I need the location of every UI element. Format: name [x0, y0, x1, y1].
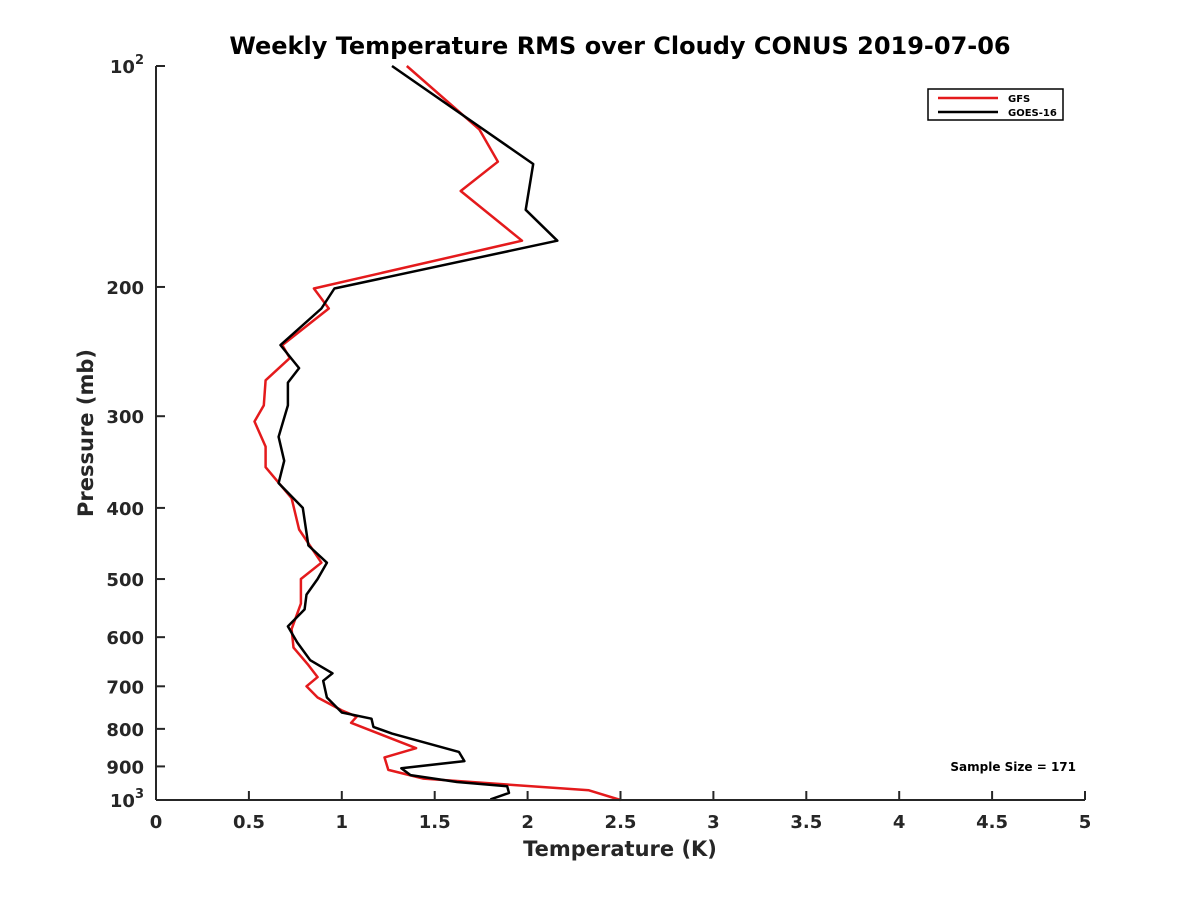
- legend: GFS GOES-16: [927, 88, 1064, 121]
- legend-label: GFS: [1008, 94, 1030, 105]
- chart-title: Weekly Temperature RMS over Cloudy CONUS…: [229, 32, 1010, 60]
- x-tick-label: 3.5: [790, 812, 822, 833]
- y-axis-label: Pressure (mb): [74, 349, 98, 517]
- x-tick-label: 4.5: [976, 812, 1008, 833]
- sample-size-annotation: Sample Size = 171: [950, 760, 1076, 774]
- series-line-gfs: [253, 65, 621, 802]
- y-tick-label: 700: [106, 677, 144, 698]
- x-tick-label: 1.5: [419, 812, 451, 833]
- series-line-goes-16: [277, 64, 559, 801]
- x-tick-label: 0: [150, 812, 163, 833]
- x-tick-label: 0.5: [233, 812, 265, 833]
- legend-label: GOES-16: [1008, 108, 1057, 119]
- y-tick-label: 500: [106, 570, 144, 591]
- y-tick-label: 400: [106, 499, 144, 520]
- x-tick-label: 5: [1079, 812, 1092, 833]
- y-tick-label: 103: [110, 787, 144, 812]
- x-tick-label: 4: [893, 812, 906, 833]
- x-tick-label: 1: [336, 812, 349, 833]
- x-axis-label: Temperature (K): [523, 837, 717, 861]
- legend-box: [927, 88, 1064, 121]
- axes-layer: 0 0.5 1 1.5 2 2.5 3 3.5 4 4.5 5 102 200 300 400 500 600 7…: [106, 53, 1091, 833]
- y-tick-label: 102: [110, 53, 144, 78]
- x-tick-label: 2: [521, 812, 534, 833]
- y-tick-label: 200: [106, 278, 144, 299]
- y-tick-label: 800: [106, 720, 144, 741]
- x-tick-label: 3: [707, 812, 720, 833]
- y-tick-label: 300: [106, 407, 144, 428]
- series-layer: [253, 64, 621, 802]
- y-tick-label: 900: [106, 757, 144, 778]
- x-tick-label: 2.5: [605, 812, 637, 833]
- y-tick-label: 600: [106, 628, 144, 649]
